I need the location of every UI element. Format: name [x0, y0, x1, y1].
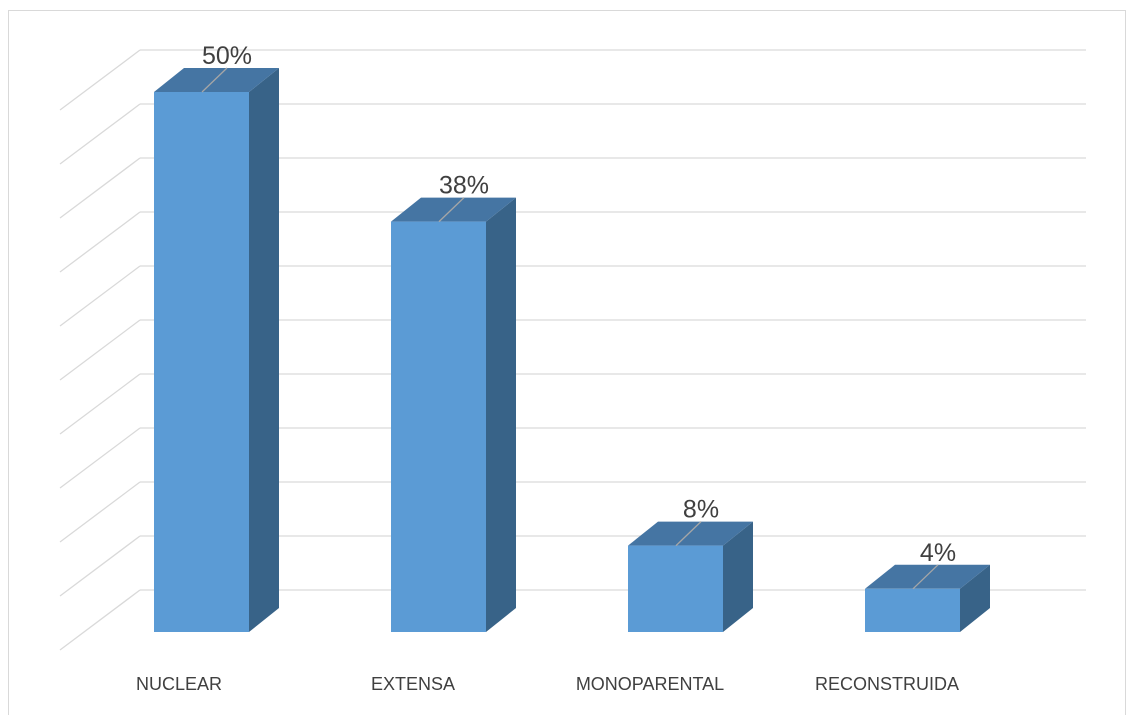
category-label: RECONSTRUIDA — [815, 674, 959, 694]
category-label: EXTENSA — [371, 674, 455, 694]
grid-layer — [59, 49, 1086, 651]
bar-top — [154, 68, 279, 92]
category-label: MONOPARENTAL — [576, 674, 724, 694]
bar-layer — [154, 68, 990, 632]
data-label: 38% — [439, 172, 489, 200]
bar-top — [865, 564, 990, 589]
bar-front — [865, 588, 960, 632]
bar-nuclear — [154, 68, 279, 632]
bar-top — [391, 197, 516, 222]
data-label: 50% — [202, 42, 252, 70]
gridline-side — [59, 157, 141, 219]
bar-front — [391, 221, 486, 632]
data-label: 8% — [683, 496, 719, 524]
gridline-side — [59, 535, 141, 597]
category-label: NUCLEAR — [136, 674, 222, 694]
gridline-side — [59, 427, 141, 489]
gridline-side — [59, 103, 141, 165]
data-label: 4% — [920, 539, 956, 567]
bar-side — [723, 521, 753, 632]
bar-side — [960, 564, 990, 632]
bar-top — [628, 521, 753, 546]
bar-front — [154, 92, 249, 632]
gridline-side — [59, 373, 141, 435]
gridline-side — [59, 589, 141, 651]
bar-side — [249, 68, 279, 632]
gridline-side — [59, 49, 141, 111]
gridline-side — [59, 265, 141, 327]
data-label-leader — [675, 521, 702, 547]
bar-extensa — [391, 197, 516, 632]
gridline-side — [59, 211, 141, 273]
gridline-side — [59, 319, 141, 381]
bar-side — [486, 197, 516, 632]
label-layer: 50% NUCLEAR 38% EXTENSA 8% MONOPARENTAL 4% RECO… — [136, 42, 959, 694]
data-label-leader — [912, 564, 939, 590]
chart-frame — [8, 10, 1126, 715]
bar-front — [628, 545, 723, 632]
gridline-side — [59, 481, 141, 543]
bar-reconstruida — [865, 564, 990, 632]
bar-monoparental — [628, 521, 753, 632]
data-label-leader — [438, 197, 465, 223]
data-label-leader — [201, 67, 228, 93]
